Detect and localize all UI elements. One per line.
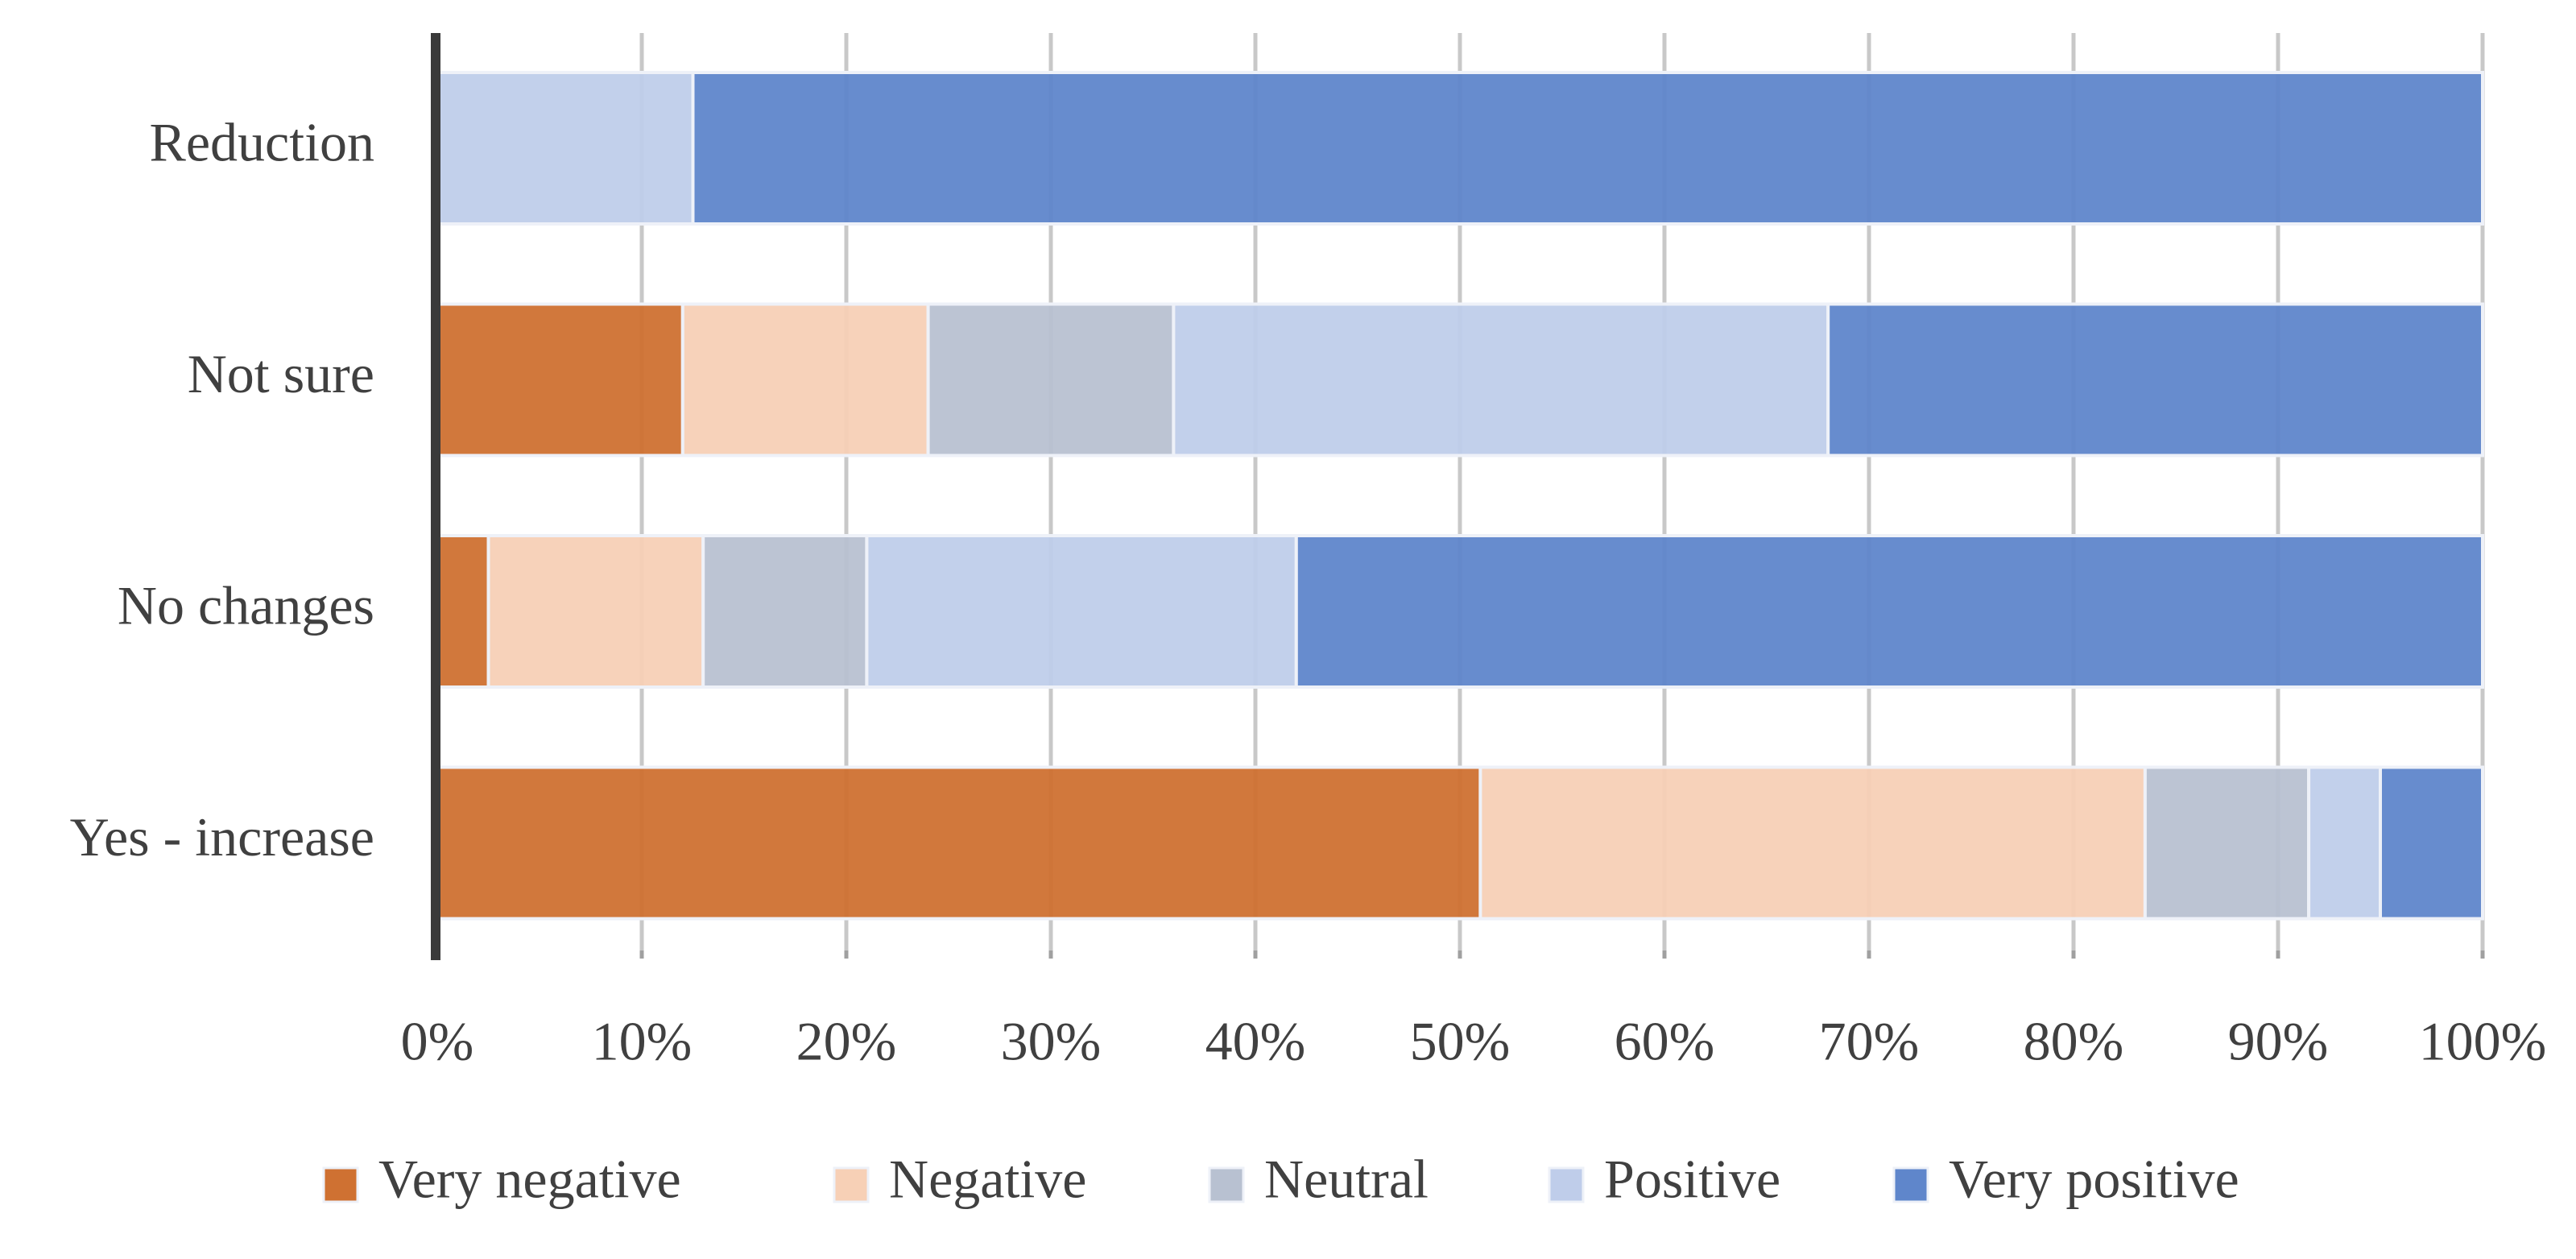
bar-segment [1294,534,2484,689]
bar-segment [436,71,695,226]
legend: Very negative Negative Neutral Positive Very… [322,1149,2239,1210]
legend-label: Very positive [1949,1149,2239,1210]
bar-segment [436,534,490,689]
x-tick-label: 80% [2024,1011,2124,1072]
bar-segment [865,534,1298,689]
legend-label: Very negative [378,1149,681,1210]
bar-segment [2307,765,2383,921]
x-tick-label: 70% [1819,1011,1920,1072]
y-tick-label: Not sure [188,343,374,404]
x-tick-label: 100% [2419,1011,2547,1072]
x-tick-label: 10% [592,1011,693,1072]
legend-swatch [322,1166,359,1203]
bar-segment [680,302,930,458]
bar-segment [1172,302,1830,458]
bar-segment [691,71,2484,226]
x-tick-label: 40% [1205,1011,1306,1072]
bar-segment [436,765,1482,921]
legend-swatch [1208,1166,1245,1203]
bar-segment [926,302,1176,458]
legend-swatch [1892,1166,1929,1203]
x-tick-label: 90% [2228,1011,2329,1072]
x-tick-label: 20% [796,1011,897,1072]
x-tick-label: 0% [401,1011,474,1072]
legend-label: Positive [1604,1149,1780,1210]
legend-label: Neutral [1264,1149,1429,1210]
x-tick-label: 30% [1001,1011,1102,1072]
y-tick-label: Yes - increase [70,806,374,868]
y-tick-label: Reduction [149,112,374,173]
bar-segment [1826,302,2484,458]
x-tick-label: 60% [1615,1011,1715,1072]
legend-swatch [833,1166,870,1203]
bar-segment [2143,765,2311,921]
axes: 0% 10% 20% 30% 40% 50% 60% 70% 80% 90% 100% Reducti… [70,33,2547,1072]
legend-label: Negative [889,1149,1086,1210]
bar-segment [701,534,869,689]
bar-segment [486,534,705,689]
x-tick-label: 50% [1410,1011,1511,1072]
bar-segment [436,302,684,458]
y-tick-label: No changes [118,575,374,636]
bar-segment [2379,765,2484,921]
bar-segment [1478,765,2147,921]
legend-swatch [1548,1166,1585,1203]
bars [436,71,2484,921]
